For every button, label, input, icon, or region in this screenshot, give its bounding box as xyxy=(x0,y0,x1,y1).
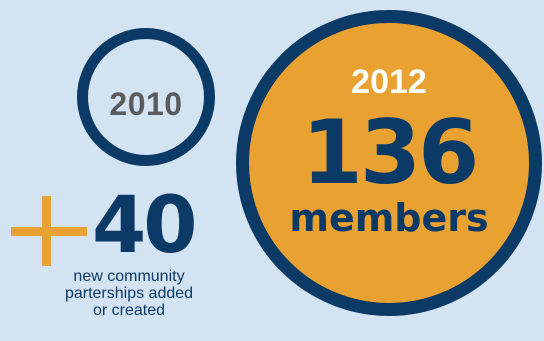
partnership-increase-number: 40 xyxy=(92,181,198,271)
plus-icon xyxy=(11,196,87,266)
member-unit-label: members xyxy=(289,196,489,240)
year-2010-circle: 2010 xyxy=(77,28,215,166)
description-line: parterships added xyxy=(64,285,194,302)
description-line: new community xyxy=(73,268,185,285)
year-2012-circle: 2012 136 members xyxy=(236,10,542,316)
member-count: 136 xyxy=(301,101,480,204)
year-2012-label: 2012 xyxy=(351,63,427,101)
partnership-increase-description: new community parterships added or creat… xyxy=(40,268,218,319)
year-2010-label: 2010 xyxy=(109,86,183,122)
plus-icon-vertical-bar xyxy=(42,196,51,266)
description-line: or created xyxy=(92,302,166,319)
